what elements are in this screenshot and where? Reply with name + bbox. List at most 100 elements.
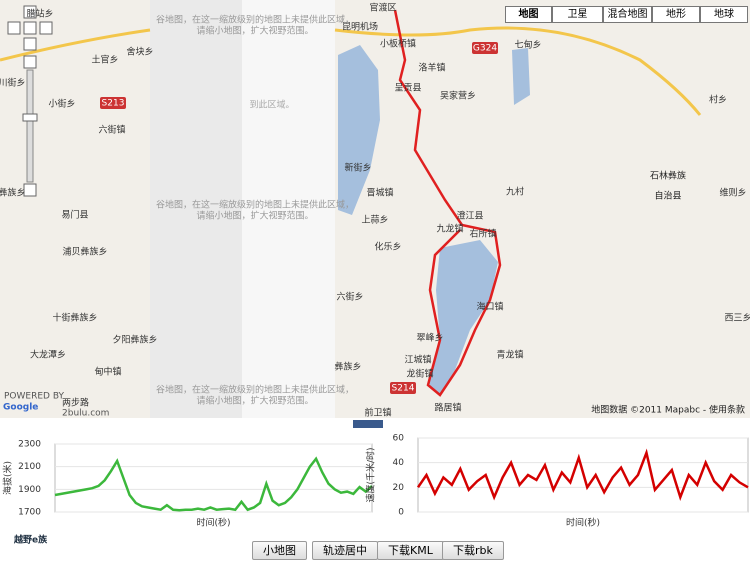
- map-type-button[interactable]: 地图: [505, 6, 552, 23]
- place-label: 吴家营乡: [440, 90, 476, 102]
- data-line: [416, 448, 749, 502]
- tile-notice: 请缩小地图，扩大视野范围。: [196, 25, 313, 37]
- place-label: 西三乡: [724, 313, 750, 324]
- footer-button[interactable]: 小地图: [252, 541, 307, 560]
- plot-area: [54, 443, 373, 513]
- place-label: 晋城镇: [366, 187, 393, 199]
- footer-button[interactable]: 下载KML: [377, 541, 444, 560]
- place-label: 小街乡: [48, 98, 75, 110]
- y-tick-label: 20: [393, 483, 405, 493]
- place-label: 土官乡: [91, 54, 118, 66]
- pan-right[interactable]: [39, 21, 53, 35]
- place-label: 海口镇: [476, 301, 503, 313]
- road-label: S214: [392, 384, 415, 394]
- route: [393, 9, 502, 397]
- zoom-control[interactable]: [7, 5, 53, 197]
- place-label: 六街乡: [336, 291, 363, 303]
- place-label: 川街乡: [0, 77, 26, 89]
- place-label: 化乐乡: [374, 241, 401, 253]
- place-label: 大龙潭乡: [30, 349, 66, 361]
- place-label: 七甸乡: [514, 39, 541, 51]
- place-label: 维则乡: [719, 187, 746, 199]
- place-label: 昆明机场: [342, 21, 378, 33]
- map-type-button[interactable]: 地形: [652, 6, 700, 23]
- collapse-toggle[interactable]: [353, 420, 383, 428]
- y-tick-label: 2100: [18, 462, 41, 472]
- place-label: 新街乡: [344, 162, 371, 174]
- place-label: 翠峰乡: [416, 333, 443, 344]
- map-type-button[interactable]: 卫星: [552, 6, 603, 23]
- attribution: 地图数据 ©2011 Mapabc - 使用条款: [591, 404, 745, 416]
- road-shield: [100, 97, 126, 109]
- y-tick-label: 0: [398, 508, 404, 518]
- place-label: 村乡: [709, 94, 727, 106]
- brand-url: 2bulu.com: [62, 409, 109, 419]
- pan-left[interactable]: [7, 21, 21, 35]
- road-label: G324: [473, 44, 497, 54]
- lake: [338, 45, 380, 215]
- place-label: 腊站乡: [26, 8, 53, 20]
- place-label: 彝族乡: [0, 187, 26, 199]
- grey-label: 到此区域。: [249, 99, 294, 111]
- place-label: 九村: [506, 186, 524, 198]
- y-tick-label: 1900: [18, 485, 41, 495]
- zoom-thumb[interactable]: [22, 113, 38, 122]
- google-logo: Google: [3, 403, 38, 413]
- pan-center[interactable]: [23, 21, 37, 35]
- footer-button[interactable]: 轨迹居中: [312, 541, 378, 560]
- tile-notice: 请缩小地图，扩大视野范围。: [196, 395, 313, 407]
- place-label: 易门县: [61, 209, 88, 221]
- big-label: 石林彝族: [650, 170, 686, 182]
- lake: [428, 240, 498, 395]
- place-label: 甸中镇: [94, 366, 121, 378]
- brand: 两步路: [62, 397, 89, 409]
- y-tick-label: 2300: [18, 440, 41, 450]
- place-label: 官渡区: [369, 2, 396, 14]
- place-label: 呈贡县: [394, 83, 421, 94]
- place-label: 夕阳彝族乡: [112, 334, 157, 346]
- y-tick-label: 1700: [18, 508, 41, 518]
- big-label: 自治县: [654, 190, 681, 202]
- place-label: 前卫镇: [364, 407, 391, 419]
- pan-up[interactable]: [23, 5, 37, 19]
- data-line: [54, 456, 373, 512]
- place-label: 九龙镇: [436, 223, 463, 235]
- place-label: 澄江县: [456, 210, 483, 222]
- map-type-button[interactable]: 混合地图: [603, 6, 652, 23]
- place-label: 路居镇: [434, 402, 461, 414]
- pan-down[interactable]: [23, 37, 37, 51]
- x-axis-label: 时间(秒): [196, 517, 230, 529]
- map-type-button[interactable]: 地球: [700, 6, 748, 23]
- road-label: S213: [102, 99, 125, 109]
- tile-notice: 请缩小地图，扩大视野范围。: [196, 210, 313, 222]
- zoom-out[interactable]: [23, 183, 37, 197]
- tile-notice: 谷地图，在这一缩放级别的地图上未提供此区域，: [156, 14, 354, 26]
- powered-by: POWERED BY: [4, 392, 65, 402]
- place-label: 洛羊镇: [418, 62, 445, 74]
- footer-button[interactable]: 下载rbk: [442, 541, 504, 560]
- road-shield: [472, 42, 498, 54]
- zoom-slider[interactable]: [26, 69, 34, 183]
- road-shield: [390, 382, 416, 394]
- place-label: 江城镇: [404, 354, 431, 366]
- place-label: 上蒜乡: [361, 215, 388, 226]
- place-label: 十街彝族乡: [52, 312, 97, 324]
- site-logo: 越野e族: [13, 534, 48, 546]
- place-label: 彝族乡: [334, 361, 361, 373]
- place-label: 小板桥镇: [380, 38, 416, 50]
- place-label: 青龙镇: [496, 349, 523, 361]
- missing-tiles: [150, 0, 242, 418]
- place-label: 六街镇: [98, 124, 125, 136]
- road: [0, 26, 702, 116]
- y-tick-label: 40: [393, 458, 405, 468]
- place-label: 舍块乡: [126, 46, 153, 58]
- y-axis-label: 海拔(米): [2, 461, 14, 495]
- place-label: 右所镇: [469, 228, 496, 240]
- y-tick-label: 60: [393, 434, 405, 444]
- tile-notice: 谷地图，在这一缩放级别的地图上未提供此区域，: [156, 384, 354, 396]
- zoom-in[interactable]: [23, 55, 37, 69]
- tile-notice: 谷地图，在这一缩放级别的地图上未提供此区域，: [156, 199, 354, 211]
- place-label: 浦贝彝族乡: [62, 246, 107, 258]
